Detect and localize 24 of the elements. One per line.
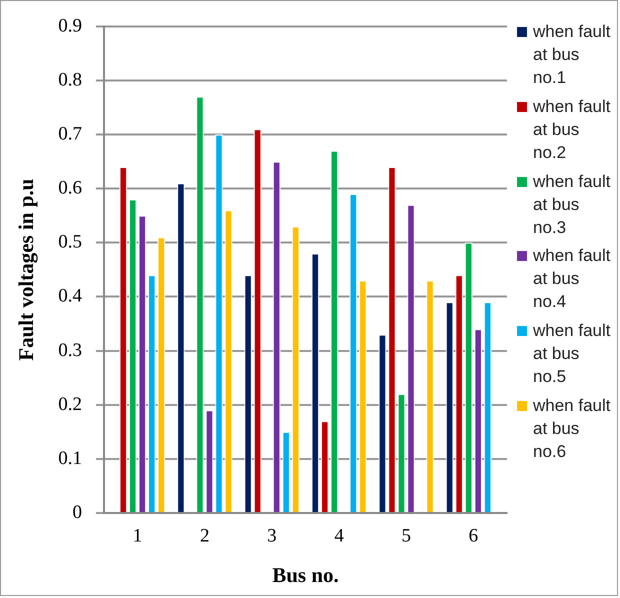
y-tick-label: 0.9: [58, 15, 82, 36]
x-tick-label: 5: [401, 525, 411, 546]
legend-label: when fault at bus no.2: [533, 96, 610, 162]
y-tick-label: 0.5: [58, 232, 82, 253]
y-tick-label: 0.1: [58, 448, 82, 469]
y-tick-label: 0.3: [58, 340, 82, 361]
legend-label: when fault at bus no.4: [533, 246, 610, 312]
y-axis-title: Fault voltages in p.u: [14, 178, 38, 361]
y-tick-label: 0.6: [58, 178, 82, 199]
x-tick-label: 2: [200, 525, 210, 546]
legend-label: when fault at bus no.3: [533, 172, 610, 236]
x-tick-label: 6: [468, 525, 478, 546]
x-tick-label: 4: [334, 525, 344, 546]
y-tick-label: 0: [72, 502, 82, 523]
legend-label: when fault at bus no.1: [533, 22, 610, 87]
legend-label: when fault at bus no.6: [533, 396, 610, 461]
x-tick-label: 1: [132, 525, 142, 546]
y-tick-label: 0.4: [58, 286, 82, 307]
legend-label: when fault at bus no.5: [533, 321, 610, 386]
y-tick-label: 0.8: [58, 69, 82, 90]
y-tick-label: 0.7: [58, 124, 82, 145]
x-axis-title: Bus no.: [272, 562, 339, 587]
y-tick-label: 0.2: [58, 394, 82, 415]
x-tick-label: 3: [267, 525, 277, 546]
